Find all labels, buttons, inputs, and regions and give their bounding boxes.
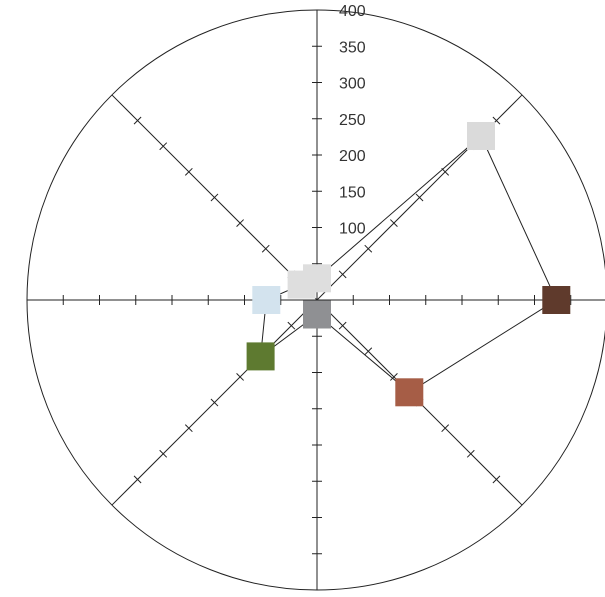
radar-tick-mark	[133, 475, 142, 484]
radar-data-point-marker	[287, 270, 316, 299]
radar-data-point-marker	[246, 342, 275, 371]
radar-data-point-marker	[303, 300, 331, 329]
radar-tick-mark	[287, 321, 296, 330]
radar-series-line	[259, 135, 557, 393]
radar-tick-mark	[210, 193, 219, 202]
radar-tick-mark	[338, 321, 347, 330]
radar-axis-line	[111, 94, 523, 506]
radar-tick-mark	[133, 116, 142, 125]
radar-tick-mark	[159, 449, 168, 458]
radar-tick-mark	[236, 219, 244, 227]
radar-series	[259, 135, 557, 393]
radar-tick-mark	[364, 347, 373, 356]
radar-tick-mark	[159, 142, 168, 151]
radar-tick-mark	[364, 244, 373, 253]
radar-tick-mark	[236, 373, 244, 381]
radar-data-point-marker	[467, 122, 495, 150]
radar-tick-mark	[492, 116, 501, 125]
radar-tick-label: 150	[339, 184, 366, 201]
radar-tick-label: 400	[339, 3, 366, 20]
radar-tick-mark	[415, 193, 424, 202]
radar-tick-label: 300	[339, 76, 366, 93]
radar-tick-mark	[492, 475, 501, 484]
radar-tick-mark	[338, 270, 347, 279]
radar-tick-mark	[261, 244, 270, 253]
radar-tick-mark	[390, 219, 398, 227]
radar-markers	[246, 122, 571, 407]
radar-tick-label: 350	[339, 39, 366, 56]
radar-tick-label: 250	[339, 112, 366, 129]
radar-grid	[26, 9, 605, 591]
radar-data-point-marker	[395, 378, 424, 407]
radar-tick-mark	[210, 398, 219, 407]
radar-tick-mark	[184, 424, 193, 433]
radar-tick-mark	[441, 424, 450, 433]
radar-tick-mark	[184, 167, 193, 176]
radar-data-point-marker	[542, 286, 571, 314]
radar-tick-label: 200	[339, 148, 366, 165]
radar-tick-mark	[390, 373, 398, 381]
radar-data-point-marker	[252, 286, 281, 314]
radar-tick-labels: 100 150 200 250 300 350 400	[339, 3, 366, 238]
radar-tick-label: 100	[339, 221, 366, 238]
radar-tick-mark	[466, 449, 475, 458]
